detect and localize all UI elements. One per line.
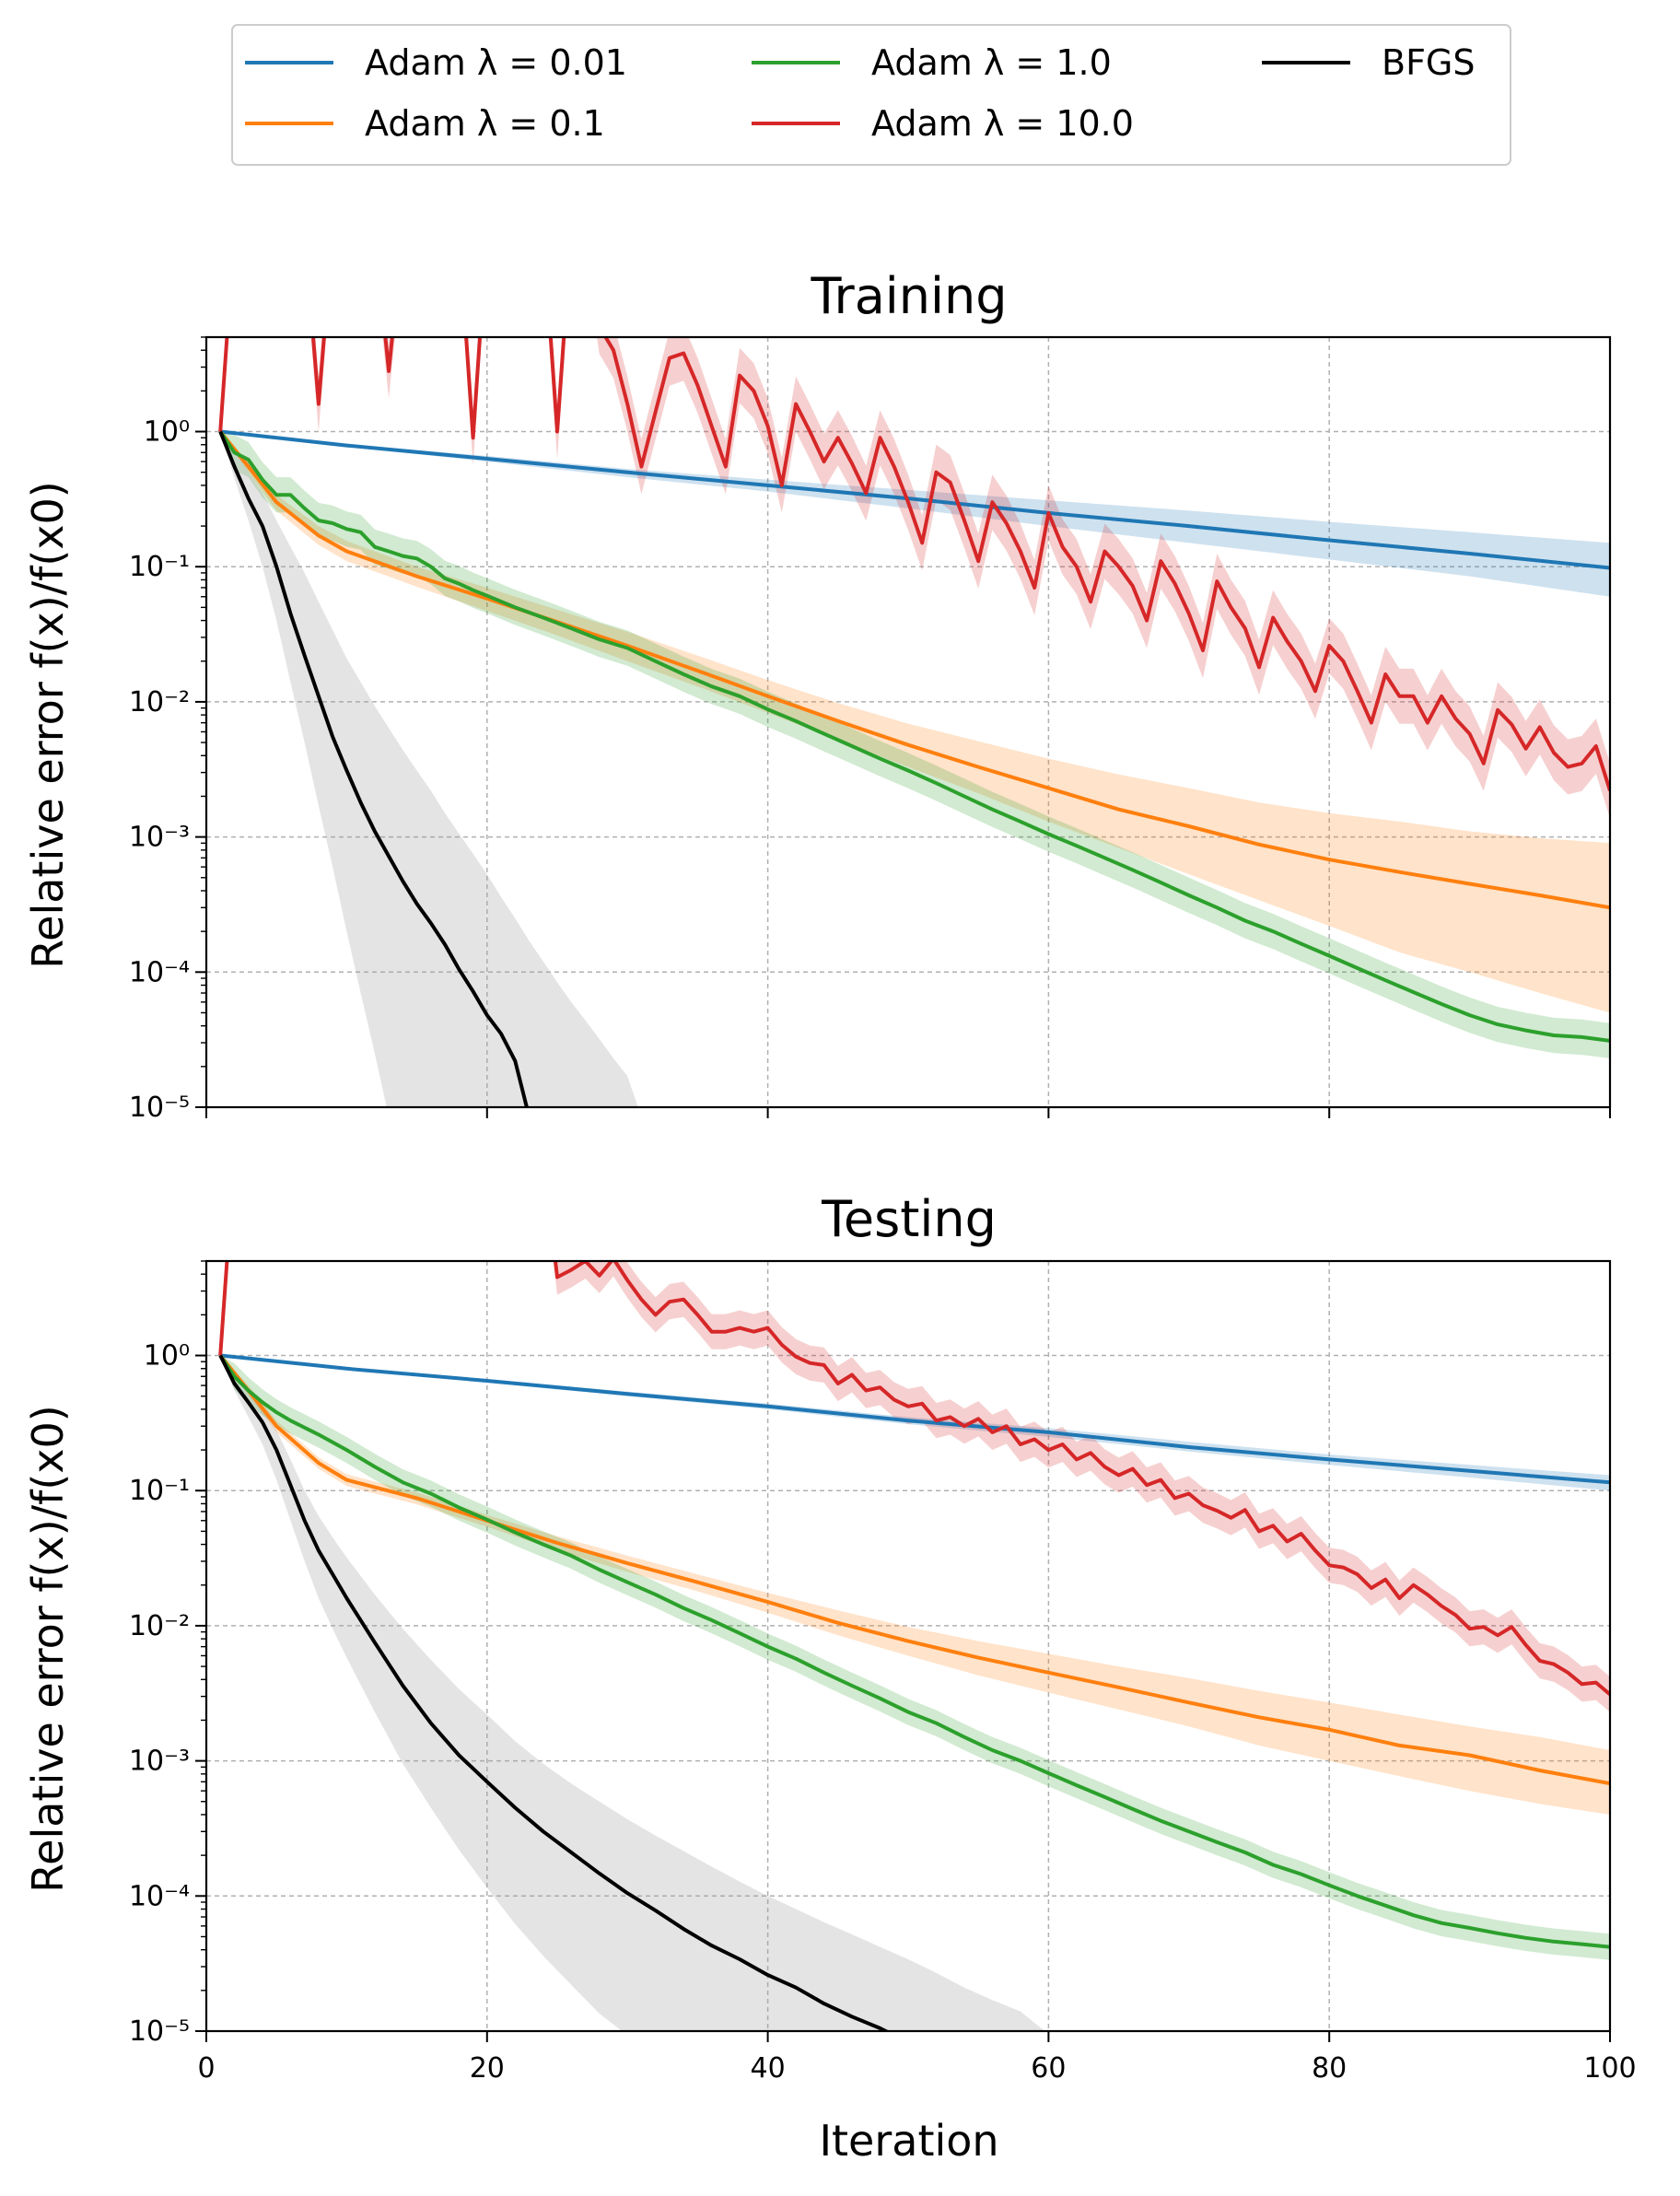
training-y-tick-label: 10⁻¹ [129, 551, 190, 583]
testing-x-tick-label: 60 [1031, 2052, 1066, 2085]
testing-y-tick-label: 10⁻³ [129, 1746, 190, 1778]
testing-x-axis-label: Iteration [819, 2116, 998, 2166]
testing-line-adam-lambda-1.0 [218, 1354, 1610, 1949]
testing-panel: Testing Relative error f(x)/f(x0) Iterat… [23, 1190, 1637, 2166]
training-band-bfgs [220, 431, 638, 1107]
testing-line-adam-lambda-0.1 [218, 1354, 1610, 1786]
testing-line-adam-lambda-10.0 [218, 1261, 1610, 1697]
testing-plot-area [218, 1261, 1610, 2031]
testing-x-tick-label: 20 [470, 2052, 505, 2085]
testing-x-tick-label: 80 [1312, 2052, 1347, 2085]
training-line-adam-lambda-10.0 [218, 337, 1610, 791]
testing-y-tick-label: 10⁰ [144, 1340, 190, 1372]
legend-label-adam-10.0: Adam λ = 10.0 [871, 103, 1134, 144]
training-y-tick-label: 10⁻⁴ [129, 956, 190, 988]
legend-label-adam-0.1: Adam λ = 0.1 [365, 103, 605, 144]
testing-x-tick-label: 100 [1583, 2052, 1636, 2085]
testing-grid [206, 1261, 1610, 2031]
testing-x-tick-label: 40 [751, 2052, 786, 2085]
training-y-tick-label: 10⁰ [144, 416, 190, 449]
training-y-tick-label: 10⁻³ [129, 822, 190, 854]
training-y-tick-label: 10⁻⁵ [129, 1092, 190, 1124]
testing-x-tick-label: 0 [197, 2052, 215, 2085]
training-line-adam-lambda-1.0 [218, 430, 1610, 1043]
testing-y-tick-label: 10⁻⁴ [129, 1880, 190, 1912]
testing-y-tick-label: 10⁻⁵ [129, 2015, 190, 2048]
training-panel: Training Relative error f(x)/f(x0) 10⁻⁵ 1… [23, 267, 1612, 1124]
testing-y-tick-label: 10⁻² [129, 1610, 190, 1642]
legend: Adam λ = 0.01 Adam λ = 0.1 Adam λ = 1.0 … [231, 24, 1511, 166]
training-band-adam-lambda-0.1 [220, 431, 1610, 1013]
training-title: Training [810, 267, 1007, 325]
legend-frame [231, 24, 1511, 166]
training-line-adam-lambda-0.1 [218, 430, 1610, 910]
training-y-axis-label: Relative error f(x)/f(x0) [23, 481, 73, 969]
training-y-tick-label: 10⁻² [129, 686, 190, 718]
testing-y-tick-label: 10⁻¹ [129, 1475, 190, 1507]
testing-y-axis-label: Relative error f(x)/f(x0) [23, 1405, 73, 1893]
training-line-bfgs [218, 430, 529, 1107]
legend-label-adam-0.01: Adam λ = 0.01 [365, 42, 627, 83]
testing-band-adam-lambda-0.1 [220, 1355, 1610, 1815]
training-plot-area [218, 337, 1610, 1107]
testing-title: Testing [821, 1190, 997, 1248]
legend-label-adam-1.0: Adam λ = 1.0 [871, 42, 1112, 83]
testing-line-bfgs [218, 1354, 891, 2031]
legend-label-bfgs: BFGS [1382, 42, 1476, 83]
testing-line-adam-lambda-0.01 [219, 1353, 1610, 1485]
